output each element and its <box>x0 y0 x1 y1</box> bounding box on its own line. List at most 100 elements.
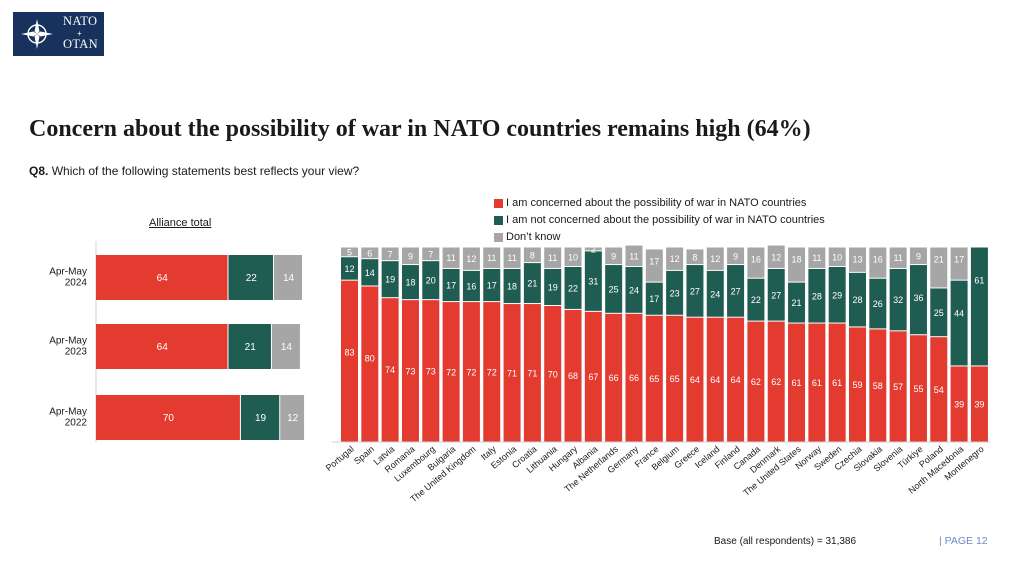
country-bar-concerned <box>849 327 866 442</box>
country-bar-concerned <box>909 335 927 442</box>
legend-swatch-dont-know <box>494 233 503 242</box>
country-data-label: 74 <box>385 365 395 375</box>
country-data-label: 17 <box>649 294 659 304</box>
page-title: Concern about the possibility of war in … <box>29 116 811 142</box>
country-bar-not-concerned <box>970 247 988 366</box>
country-data-label: 19 <box>385 275 395 285</box>
country-bar-concerned <box>564 309 582 442</box>
country-data-label: 25 <box>609 284 619 294</box>
country-bar-concerned <box>442 302 460 442</box>
country-bar-dont-know <box>808 247 826 268</box>
country-bar-concerned <box>930 337 948 442</box>
country-data-label: 83 <box>344 348 354 358</box>
country-data-label: 11 <box>487 253 496 263</box>
alliance-bar-not-concerned <box>228 255 274 300</box>
alliance-data-label: 22 <box>246 273 258 284</box>
country-bar-concerned <box>523 304 541 442</box>
country-data-label: 72 <box>466 367 476 377</box>
country-data-label: 28 <box>852 295 862 305</box>
legend-item-dont-know: Don’t know <box>494 229 825 246</box>
country-bar-not-concerned <box>767 268 785 321</box>
country-data-label: 5 <box>347 247 352 257</box>
country-bar-not-concerned <box>645 282 663 315</box>
country-data-label: 59 <box>852 380 862 390</box>
country-data-label: 23 <box>670 288 680 298</box>
country-data-label: 24 <box>629 285 639 295</box>
country-bar-not-concerned <box>483 268 501 302</box>
country-data-label: 64 <box>710 375 720 385</box>
country-data-label: 61 <box>792 378 802 388</box>
country-bar-dont-know <box>788 247 806 282</box>
country-data-label: 18 <box>405 278 415 288</box>
question-code: Q8. <box>29 164 49 178</box>
country-data-label: 2 <box>591 244 596 254</box>
country-data-label: 73 <box>426 366 436 376</box>
alliance-chart-title: Alliance total <box>149 217 212 229</box>
country-data-label: 8 <box>692 252 697 262</box>
legend-swatch-not-concerned <box>494 216 503 225</box>
country-bar-dont-know <box>869 247 887 278</box>
country-bar-dont-know <box>767 245 785 268</box>
logo-text-nato: NATO <box>63 14 98 28</box>
country-data-label: 65 <box>649 374 659 384</box>
alliance-data-label: 14 <box>281 342 293 353</box>
question: Q8. Which of the following statements be… <box>29 164 359 178</box>
country-data-label: 12 <box>670 254 680 264</box>
country-data-label: 62 <box>751 377 761 387</box>
country-data-label: 12 <box>771 252 781 262</box>
country-data-label: 66 <box>609 373 619 383</box>
country-bar-concerned <box>645 315 663 442</box>
country-bar-dont-know <box>462 247 480 270</box>
country-data-label: 17 <box>954 255 964 265</box>
country-bar-not-concerned <box>889 268 907 331</box>
country-bar-dont-know <box>930 247 948 288</box>
country-bar-not-concerned <box>869 278 887 329</box>
alliance-bar-concerned <box>96 395 240 440</box>
alliance-data-label: 21 <box>245 342 257 353</box>
country-bar-not-concerned <box>849 272 866 327</box>
country-bar-dont-know <box>747 247 765 278</box>
country-bar-not-concerned <box>401 265 419 300</box>
country-data-label: 68 <box>568 371 578 381</box>
country-data-label: 27 <box>731 286 741 296</box>
country-data-label: 12 <box>344 264 354 274</box>
country-bar-not-concerned <box>544 268 562 305</box>
legend-item-concerned: I am concerned about the possibility of … <box>494 195 825 212</box>
alliance-bar-dont-know <box>274 255 302 300</box>
logo-text-otan: OTAN <box>63 37 98 51</box>
country-data-label: 11 <box>812 253 821 263</box>
country-bar-dont-know <box>605 247 623 265</box>
country-data-label: 10 <box>832 252 842 262</box>
country-bar-concerned <box>869 329 887 442</box>
country-data-label: 66 <box>629 373 639 383</box>
country-bar-concerned <box>462 302 480 442</box>
legend-label-concerned: I am concerned about the possibility of … <box>506 197 807 209</box>
country-data-label: 10 <box>568 252 578 262</box>
country-data-label: 57 <box>893 382 903 392</box>
country-bar-concerned <box>544 306 562 442</box>
question-text: Which of the following statements best r… <box>51 164 360 178</box>
country-data-label: 72 <box>446 367 456 377</box>
country-bar-not-concerned <box>706 270 724 317</box>
legend-label-dont-know: Don’t know <box>506 231 561 243</box>
country-data-label: 24 <box>710 289 720 299</box>
page-number: | PAGE 12 <box>939 535 988 547</box>
legend-label-not-concerned: I am not concerned about the possibility… <box>506 214 825 226</box>
country-data-label: 65 <box>670 374 680 384</box>
country-bar-dont-know <box>828 247 846 266</box>
country-data-label: 64 <box>690 375 700 385</box>
country-bar-not-concerned <box>788 282 806 323</box>
country-bar-not-concerned <box>930 288 948 337</box>
country-data-label: 44 <box>954 309 964 319</box>
country-data-label: 67 <box>588 372 598 382</box>
country-data-label: 14 <box>365 268 375 278</box>
country-data-label: 72 <box>487 367 497 377</box>
legend-item-not-concerned: I am not concerned about the possibility… <box>494 212 825 229</box>
country-bar-dont-know <box>483 247 501 268</box>
alliance-data-label: 12 <box>287 413 299 424</box>
country-bar-concerned <box>788 323 806 442</box>
country-data-label: 27 <box>690 286 700 296</box>
country-bar-not-concerned <box>422 261 440 300</box>
country-data-label: 80 <box>365 354 375 364</box>
